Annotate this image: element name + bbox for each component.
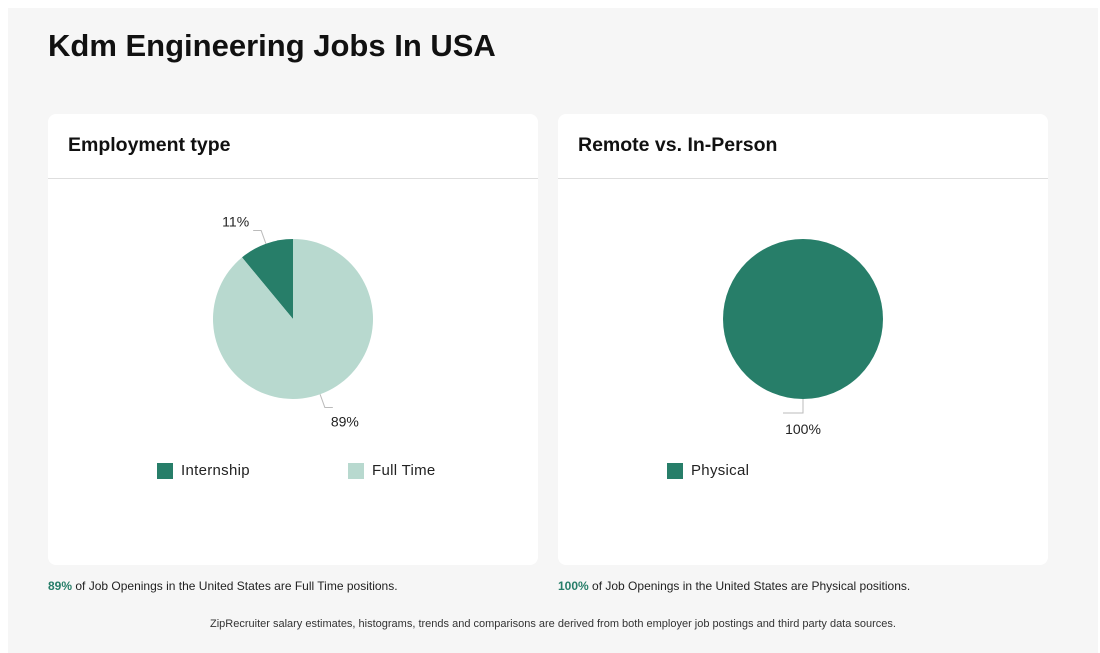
remote-vs-in-person-card: Remote vs. In-Person 100% Physical <box>558 114 1048 565</box>
employment-type-pie-chart: 11% 89% <box>213 214 374 429</box>
legend-label: Internship <box>181 462 250 479</box>
pie-value-label: 89% <box>331 413 359 429</box>
leader-line <box>783 399 804 414</box>
card-title: Remote vs. In-Person <box>578 134 778 156</box>
summary-percentage: 100% <box>558 579 589 593</box>
legend-item-internship: Internship <box>157 462 250 479</box>
pie-label-physical: 100% <box>783 399 821 437</box>
pie-value-label: 100% <box>785 421 821 437</box>
pie-slice-physical <box>723 239 883 399</box>
legend-swatch <box>667 462 683 479</box>
legend-swatch <box>157 462 173 479</box>
leader-line <box>253 230 267 244</box>
employment-summary: 89% of Job Openings in the United States… <box>48 579 398 593</box>
remote-vs-in-person-pie-chart: 100% <box>723 239 883 437</box>
card-title: Employment type <box>68 134 231 156</box>
legend-label: Physical <box>691 462 750 479</box>
legend-swatch <box>348 462 364 479</box>
pie-slice-full-time <box>213 239 374 399</box>
summary-text: of Job Openings in the United States are… <box>72 579 398 593</box>
card-divider <box>48 178 538 179</box>
card-divider <box>558 178 1048 179</box>
chart-legend: Physical <box>558 462 1048 482</box>
employment-type-card: Employment type 11% 89% Internship Full T… <box>48 114 538 565</box>
pie-label-internship: 11% <box>222 214 267 244</box>
pie-label-full-time: 89% <box>319 394 359 429</box>
summary-text: of Job Openings in the United States are… <box>588 579 911 593</box>
page-title: Kdm Engineering Jobs In USA <box>48 28 496 63</box>
legend-item-physical: Physical <box>667 462 749 479</box>
legend-label: Full Time <box>372 462 436 479</box>
remote-summary: 100% of Job Openings in the United State… <box>558 579 910 593</box>
summary-percentage: 89% <box>48 579 73 593</box>
pie-value-label: 11% <box>222 214 249 230</box>
footer-disclaimer: ZipRecruiter salary estimates, histogram… <box>210 618 896 630</box>
pie-slice-internship <box>242 239 293 319</box>
page-background: Kdm Engineering Jobs In USA Employment t… <box>8 8 1098 653</box>
chart-legend: Internship Full Time <box>48 462 538 482</box>
leader-line <box>319 394 333 408</box>
legend-item-full-time: Full Time <box>348 462 436 479</box>
